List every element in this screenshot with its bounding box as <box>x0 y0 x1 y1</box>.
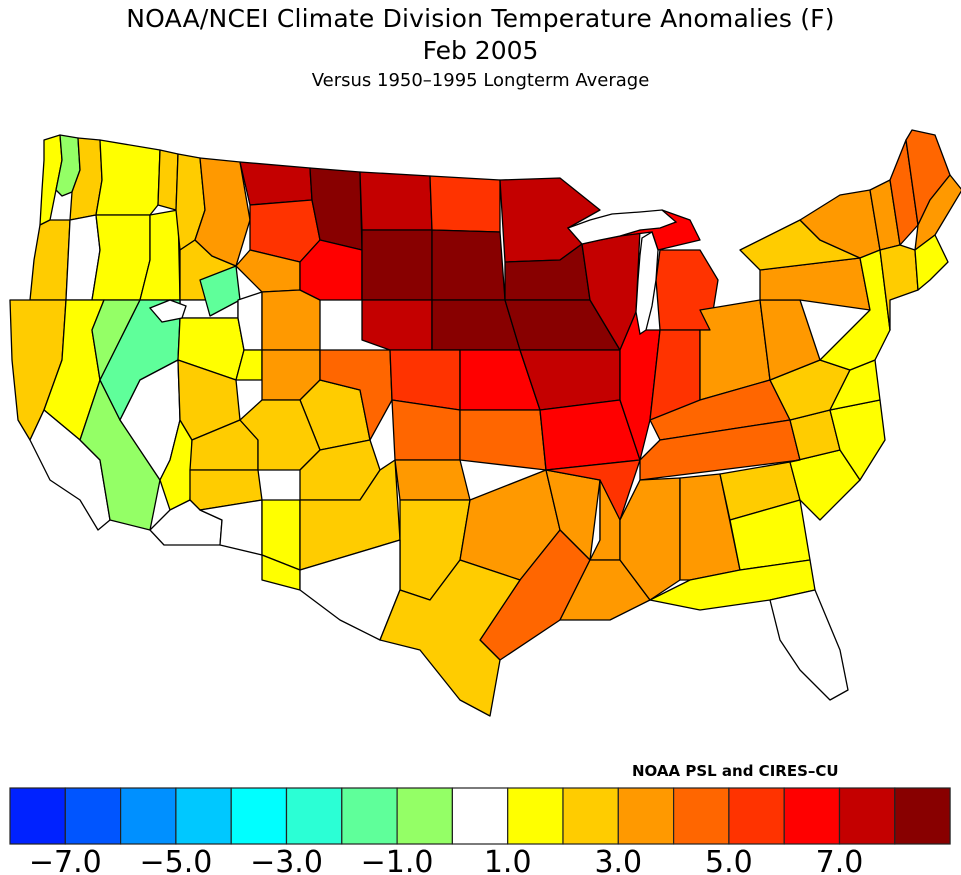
climate-division-wa-east <box>95 139 161 216</box>
legend-swatch <box>507 787 564 845</box>
lake-superior <box>566 209 678 245</box>
legend-swatch <box>451 787 509 845</box>
legend-swatch <box>341 787 398 845</box>
great-salt-lake <box>148 299 187 323</box>
climate-division-or-central <box>91 214 151 301</box>
legend-tick-label: 1.0 <box>484 845 532 875</box>
map-title: NOAA/NCEI Climate Division Temperature A… <box>126 4 835 33</box>
legend-tick-label: 3.0 <box>594 845 642 875</box>
climate-division-mt-north <box>239 161 313 206</box>
legend-tick-label: −5.0 <box>139 845 212 875</box>
map-date: Feb 2005 <box>422 36 539 65</box>
climate-division-tx-south <box>379 559 521 717</box>
climate-division-la-south <box>559 559 651 621</box>
legend-swatch <box>9 787 66 845</box>
legend-swatch <box>783 787 841 845</box>
climate-division-nd-east <box>429 175 501 233</box>
climate-division-ne-west <box>361 299 433 351</box>
credit-label: NOAA PSL and CIRES–CU <box>632 762 839 780</box>
climate-division-nd-west <box>359 171 433 231</box>
legend-tick-label: −3.0 <box>250 845 323 875</box>
map-subtitle: Versus 1950–1995 Longterm Average <box>311 70 650 91</box>
climate-division-fl-north <box>649 559 816 611</box>
legend-swatch <box>672 787 730 845</box>
legend-swatch <box>894 787 951 845</box>
legend-tick-label: −7.0 <box>29 845 102 875</box>
legend-swatch <box>838 787 896 845</box>
us-climate-division-map <box>9 129 961 717</box>
legend-tick-label: −1.0 <box>361 845 434 875</box>
climate-division-wy-central <box>261 289 321 351</box>
climate-division-fl-south <box>769 589 849 701</box>
climate-division-tx-panhandle <box>394 459 471 501</box>
legend-swatch <box>175 787 232 845</box>
legend-swatch <box>562 787 619 845</box>
climate-division-ma-east <box>914 234 949 291</box>
climate-division-ok-east <box>459 409 547 471</box>
climate-division-sd-west <box>361 229 433 301</box>
color-legend: −7.0 −5.0 −3.0 −1.0 1.0 3.0 5.0 7.0 <box>9 787 951 875</box>
climate-division-nm-north <box>239 399 321 471</box>
legend-swatch <box>728 787 785 845</box>
legend-swatch <box>119 787 177 845</box>
legend-swatch <box>617 787 675 845</box>
climate-division-sd-east <box>431 229 506 301</box>
legend-swatch <box>230 787 288 845</box>
legend-tick-label: 5.0 <box>705 845 753 875</box>
legend-swatch <box>64 787 122 845</box>
climate-division-wa-ne <box>157 149 179 211</box>
climate-division-or-coast <box>29 219 71 301</box>
legend-swatch <box>396 787 454 845</box>
climate-division-az-south <box>199 499 263 556</box>
lake-michigan <box>635 231 659 336</box>
legend-swatch <box>285 787 343 845</box>
climate-division-ok-west <box>391 399 461 461</box>
legend-tick-label: 7.0 <box>816 845 864 875</box>
